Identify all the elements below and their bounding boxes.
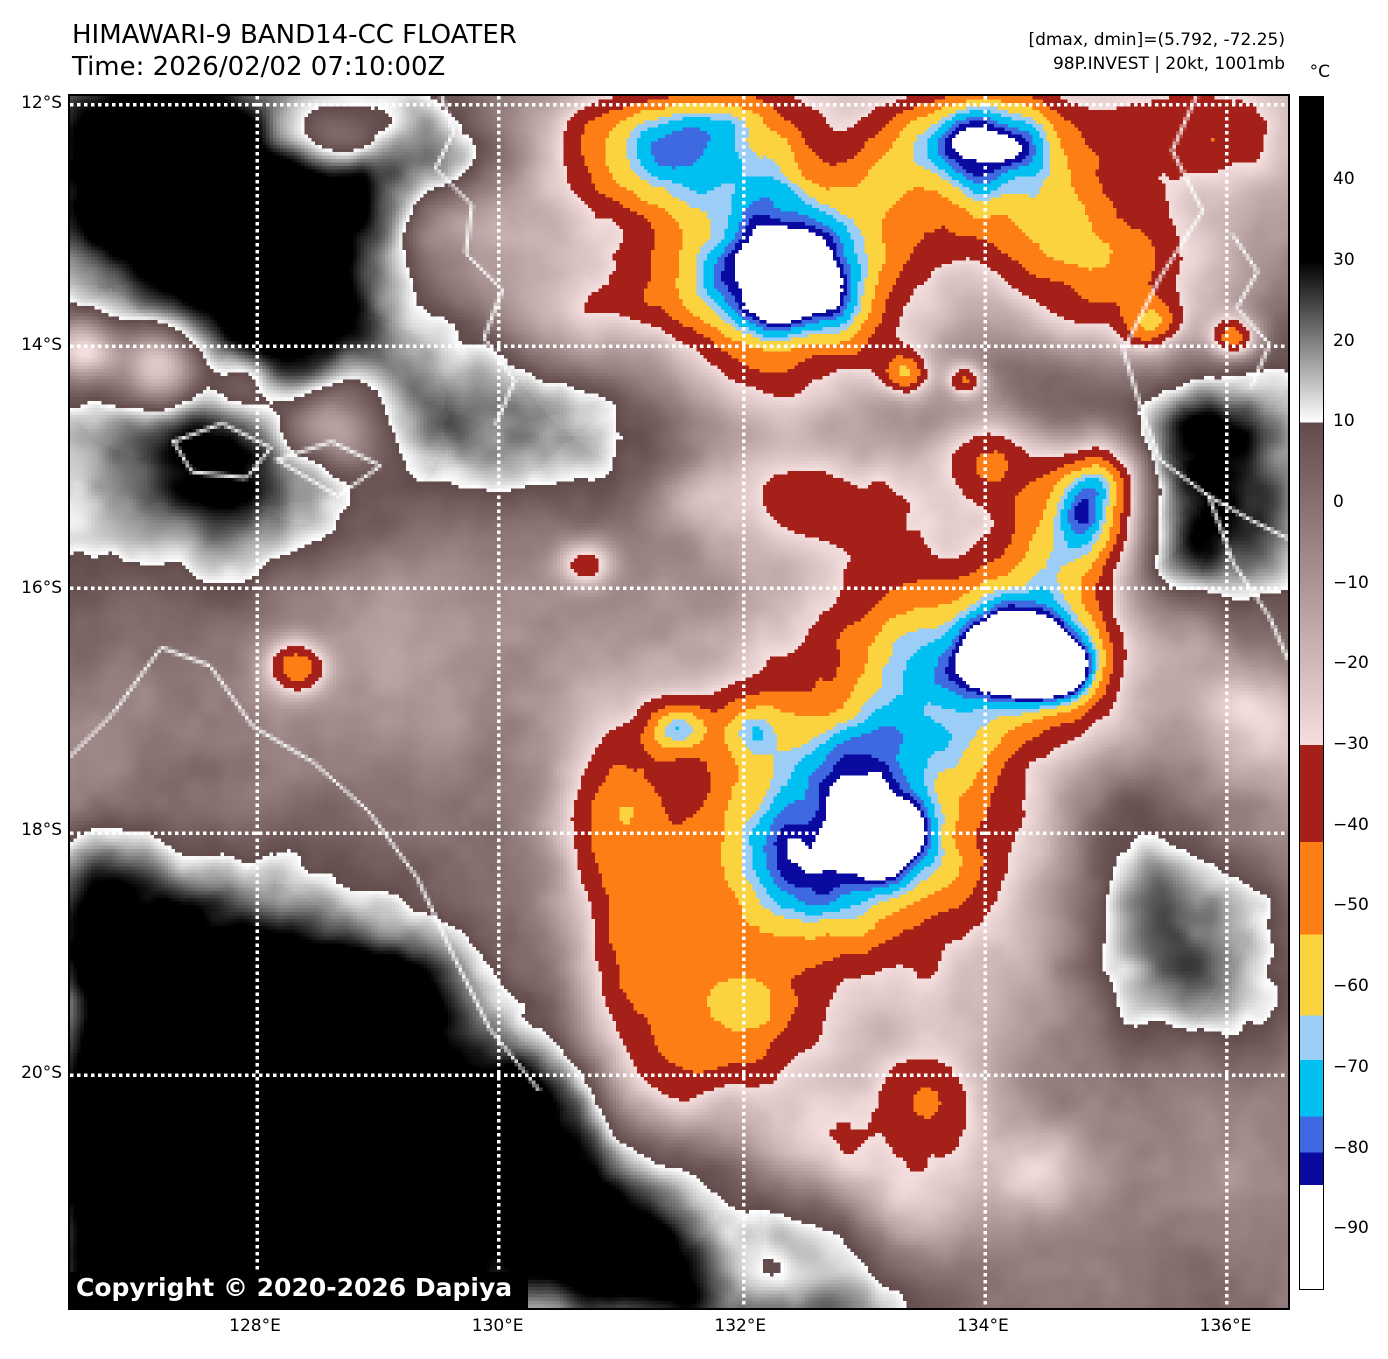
colorbar-tick-label: 30 (1333, 249, 1355, 270)
colorbar-tick-label: 0 (1333, 491, 1344, 512)
colorbar-tick-label: −30 (1333, 734, 1369, 755)
colorbar-tick-label: −90 (1333, 1218, 1369, 1239)
colorbar-tick-label: −60 (1333, 976, 1369, 997)
lon-tick-label: 130°E (471, 1316, 524, 1336)
colorbar-tick-label: −20 (1333, 653, 1369, 674)
product-title: HIMAWARI-9 BAND14-CC FLOATER (72, 20, 517, 50)
lat-tick-label: 14°S (21, 335, 62, 356)
lon-tick-label: 128°E (229, 1316, 281, 1336)
lat-tick-label: 20°S (21, 1062, 62, 1083)
colorbar-tick-label: 20 (1333, 330, 1355, 351)
lat-tick-label: 16°S (21, 577, 62, 598)
lon-tick-label: 136°E (1199, 1316, 1252, 1336)
copyright-label: Copyright © 2020-2026 Dapiya (70, 1272, 529, 1308)
colorbar-tick-label: −70 (1333, 1056, 1369, 1077)
colorbar-tick-label: −50 (1333, 895, 1369, 916)
colorbar-unit-label: °C (1309, 62, 1330, 82)
colorbar-tick-label: −10 (1333, 572, 1369, 593)
colorbar-tick-label: 10 (1333, 411, 1355, 432)
colorbar-tick-label: −40 (1333, 814, 1369, 835)
product-time-label: Time: 2026/02/02 07:10:00Z (72, 52, 446, 82)
lat-tick-label: 18°S (21, 820, 62, 841)
lon-tick-label: 134°E (957, 1316, 1009, 1336)
satellite-image-canvas (70, 96, 1288, 1308)
satellite-map-frame: Copyright © 2020-2026 Dapiya (68, 94, 1290, 1310)
storm-info-readout: 98P.INVEST | 20kt, 1001mb (1052, 54, 1285, 74)
lon-tick-label: 132°E (714, 1316, 767, 1336)
dmax-dmin-readout: [dmax, dmin]=(5.792, -72.25) (1028, 30, 1285, 50)
lat-tick-label: 12°S (21, 93, 62, 114)
colorbar-tick-label: 40 (1333, 169, 1355, 190)
temperature-colorbar (1299, 96, 1324, 1290)
colorbar-tick-label: −80 (1333, 1137, 1369, 1158)
